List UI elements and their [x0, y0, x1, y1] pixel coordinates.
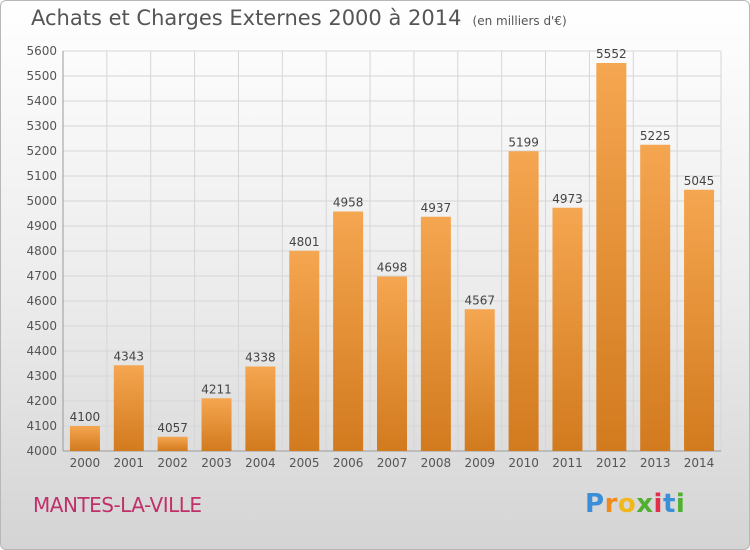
chart-title: Achats et Charges Externes 2000 à 2014 (…	[31, 6, 567, 30]
y-tick-label: 5000	[26, 194, 57, 208]
data-label: 4801	[289, 235, 320, 249]
data-label: 4958	[333, 196, 364, 210]
logo-letter: i	[675, 489, 686, 519]
data-label: 4698	[377, 261, 408, 275]
bar	[201, 398, 232, 451]
x-tick-label: 2011	[552, 456, 583, 470]
bar	[69, 426, 100, 451]
x-tick-label: 2013	[640, 456, 671, 470]
data-labels: 4100 4343 4057 4211 4338 4801 4958 4698 4937 4567…	[70, 47, 715, 435]
bar	[552, 207, 583, 451]
data-label: 4937	[421, 201, 452, 215]
bar	[333, 211, 364, 451]
bar	[508, 151, 539, 451]
x-tick-label: 2014	[684, 456, 715, 470]
logo-letter: P	[585, 489, 605, 519]
data-label: 4100	[70, 410, 101, 424]
data-label: 5552	[596, 47, 627, 61]
y-tick-label: 4600	[26, 294, 57, 308]
logo-letter: t	[662, 489, 676, 519]
x-tick-label: 2007	[377, 456, 408, 470]
y-tick-labels: 4000 4100 4200 4300 4400 4500 4600 4700 4800 4900…	[26, 44, 57, 458]
y-tick-label: 4000	[26, 444, 57, 458]
x-tick-label: 2004	[245, 456, 276, 470]
y-tick-label: 5300	[26, 119, 57, 133]
bar	[113, 365, 144, 451]
data-label: 4973	[552, 192, 583, 206]
y-tick-label: 4200	[26, 394, 57, 408]
bar	[640, 144, 671, 451]
bar	[289, 250, 320, 451]
bar	[420, 216, 451, 451]
bar	[464, 309, 495, 451]
logo-letter: i	[653, 489, 663, 519]
x-tick-label: 2005	[289, 456, 320, 470]
bar	[157, 436, 188, 451]
y-tick-label: 4300	[26, 369, 57, 383]
data-label: 4567	[464, 293, 495, 307]
y-tick-label: 4900	[26, 219, 57, 233]
city-name: MANTES-LA-VILLE	[33, 493, 202, 517]
bar	[596, 63, 627, 451]
x-tick-label: 2006	[333, 456, 364, 470]
data-label: 4211	[201, 382, 232, 396]
data-label: 4343	[114, 349, 145, 363]
y-tick-label: 4800	[26, 244, 57, 258]
title-main: Achats et Charges Externes 2000 à 2014	[31, 6, 462, 30]
data-label: 4057	[157, 421, 188, 435]
bars	[69, 63, 715, 451]
logo-letter: o	[617, 489, 637, 519]
y-tick-label: 4500	[26, 319, 57, 333]
data-label: 5045	[684, 174, 715, 188]
data-label: 4338	[245, 351, 276, 365]
logo-letter: x	[636, 489, 654, 519]
x-tick-label: 2008	[421, 456, 452, 470]
data-label: 5199	[508, 135, 539, 149]
x-tick-label: 2001	[114, 456, 145, 470]
title-unit: (en milliers d'€)	[472, 14, 567, 28]
logo-letter: r	[604, 489, 618, 519]
x-tick-label: 2009	[464, 456, 495, 470]
y-tick-label: 4700	[26, 269, 57, 283]
y-tick-label: 4100	[26, 419, 57, 433]
x-tick-label: 2000	[70, 456, 101, 470]
x-tick-label: 2003	[201, 456, 232, 470]
y-tick-label: 5500	[26, 69, 57, 83]
y-tick-label: 5200	[26, 144, 57, 158]
x-tick-labels: 2000 2001 2002 2003 2004 2005 2006 2007 2008 2009…	[70, 456, 715, 470]
y-tick-label: 5100	[26, 169, 57, 183]
y-tick-label: 5400	[26, 94, 57, 108]
proxiti-logo: Proxiti	[585, 489, 685, 519]
bar	[684, 189, 715, 451]
data-label: 5225	[640, 129, 671, 143]
y-tick-label: 4400	[26, 344, 57, 358]
x-tick-label: 2010	[508, 456, 539, 470]
bar	[377, 276, 407, 451]
x-tick-label: 2012	[596, 456, 627, 470]
bar	[245, 366, 276, 451]
y-tick-label: 5600	[26, 44, 57, 58]
x-tick-label: 2002	[157, 456, 188, 470]
